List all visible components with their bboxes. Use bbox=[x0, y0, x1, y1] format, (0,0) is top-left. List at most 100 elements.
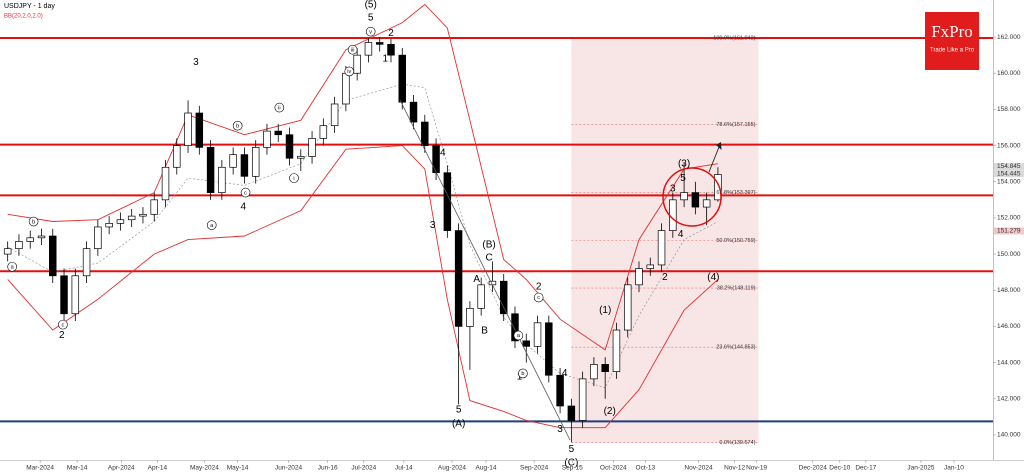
candle-body bbox=[522, 340, 530, 347]
candle-body bbox=[364, 42, 373, 56]
candle-body bbox=[37, 235, 46, 239]
wave-circle bbox=[344, 66, 355, 77]
candle-body bbox=[691, 192, 700, 208]
wave-circle bbox=[7, 261, 17, 272]
x-tick-label: Nov-19 bbox=[746, 465, 767, 472]
candle-body bbox=[601, 364, 609, 372]
candle-body bbox=[285, 134, 294, 159]
candle-body bbox=[251, 147, 260, 177]
wave-label: 2 bbox=[662, 272, 668, 283]
wave-label: i bbox=[293, 176, 294, 182]
candle-body bbox=[398, 54, 406, 103]
x-tick-label: Jan-10 bbox=[944, 465, 964, 472]
wave-label: (C) bbox=[564, 458, 578, 469]
candle-body bbox=[680, 192, 688, 201]
wave-label: 1 bbox=[383, 53, 389, 64]
candle-body bbox=[646, 264, 655, 269]
candle-body bbox=[263, 130, 271, 148]
wave-label: b bbox=[32, 219, 35, 225]
wave-label: 3 bbox=[430, 220, 436, 231]
x-tick-label: Nov-2024 bbox=[684, 465, 713, 472]
wave-label: c bbox=[62, 322, 65, 328]
candle-body bbox=[274, 130, 282, 136]
fib-label: 23.6%(144.853) bbox=[716, 345, 755, 351]
y-tick-label: 146.000 bbox=[997, 323, 1021, 330]
candle-body bbox=[319, 125, 328, 139]
candle-body bbox=[116, 219, 125, 224]
wave-circle bbox=[347, 44, 358, 55]
price-tag bbox=[994, 170, 1024, 178]
plot-layer bbox=[0, 3, 993, 443]
price-tag-label: 154.445 bbox=[997, 170, 1021, 177]
wave-label: (A) bbox=[452, 419, 465, 430]
y-tick-label: 140.000 bbox=[997, 432, 1021, 439]
x-tick-label: Jun-16 bbox=[318, 465, 338, 472]
candle-body bbox=[612, 329, 621, 372]
y-tick-label: 154.000 bbox=[997, 178, 1021, 185]
candle-body bbox=[82, 248, 91, 277]
candle-body bbox=[567, 405, 576, 421]
x-tick-label: May-2024 bbox=[190, 465, 219, 472]
x-tick-label: Jun-2024 bbox=[275, 465, 302, 472]
candle-body bbox=[240, 154, 249, 177]
y-tick-label: 160.000 bbox=[997, 70, 1021, 77]
candle-body bbox=[139, 213, 147, 217]
wave-circle bbox=[206, 220, 217, 230]
candle-body bbox=[342, 72, 350, 105]
fib-label: 38.2%(148.119) bbox=[717, 286, 756, 292]
y-tick-label: 144.000 bbox=[997, 359, 1021, 366]
bollinger-upper bbox=[7, 3, 718, 351]
fib-label: 0.0%(139.574) bbox=[719, 440, 755, 446]
x-tick-label: Jul-14 bbox=[395, 465, 413, 472]
candle-body bbox=[3, 248, 12, 255]
price-tag-label: 151.279 bbox=[997, 228, 1021, 235]
x-tick-label: Dec-2024 bbox=[799, 465, 828, 472]
candle-body bbox=[511, 313, 519, 342]
x-tick-label: Apr-2024 bbox=[108, 465, 135, 472]
candle-body bbox=[545, 322, 553, 376]
candle-body bbox=[375, 42, 384, 45]
price-tag-label: 154.845 bbox=[997, 163, 1021, 170]
x-tick-label: Mar-14 bbox=[67, 465, 88, 472]
wave-label: 5 bbox=[456, 404, 462, 415]
candle-body bbox=[443, 172, 452, 231]
candle-body bbox=[578, 378, 587, 421]
wave-label: C bbox=[485, 252, 492, 263]
highlight-circle bbox=[662, 167, 722, 227]
chart-title: USDJPY - 1 day bbox=[4, 3, 55, 10]
bollinger-lower bbox=[7, 145, 719, 429]
candle-body bbox=[702, 199, 711, 208]
y-tick-label: 156.000 bbox=[997, 142, 1021, 149]
candle-body bbox=[635, 268, 643, 286]
candle-body bbox=[669, 199, 677, 231]
candle-body bbox=[150, 199, 158, 215]
indicator-label: BB(20,2.0,2.0) bbox=[4, 14, 43, 20]
wave-circle bbox=[58, 319, 68, 330]
y-tick-label: 150.000 bbox=[997, 251, 1021, 258]
wave-circle bbox=[240, 187, 251, 198]
y-tick-label: 142.000 bbox=[997, 395, 1021, 402]
candle-body bbox=[297, 156, 305, 159]
wave-label: (5) bbox=[365, 0, 377, 11]
candle-body bbox=[195, 112, 204, 148]
wave-circle bbox=[28, 216, 39, 227]
wave-label: 3 bbox=[557, 424, 563, 435]
candle-body bbox=[466, 307, 474, 327]
candle-body bbox=[409, 101, 418, 123]
arrow-line bbox=[708, 146, 720, 173]
candle-body bbox=[657, 230, 666, 266]
x-tick-label: May-14 bbox=[227, 465, 249, 472]
candle-body bbox=[229, 154, 237, 168]
x-tick-label: Dec-17 bbox=[855, 465, 876, 472]
candle-body bbox=[206, 147, 215, 193]
candle-body bbox=[184, 112, 192, 146]
x-tick-label: Jul-2024 bbox=[351, 465, 376, 472]
y-tick-label: 152.000 bbox=[997, 215, 1021, 222]
wave-label: ii bbox=[278, 105, 280, 111]
wave-label: 5 bbox=[569, 444, 575, 455]
wave-label: (4) bbox=[707, 272, 719, 283]
candle-body bbox=[714, 174, 722, 201]
x-tick-label: Dec-10 bbox=[829, 465, 850, 472]
candle-body bbox=[330, 103, 339, 127]
wave-label: 5 bbox=[368, 13, 374, 24]
